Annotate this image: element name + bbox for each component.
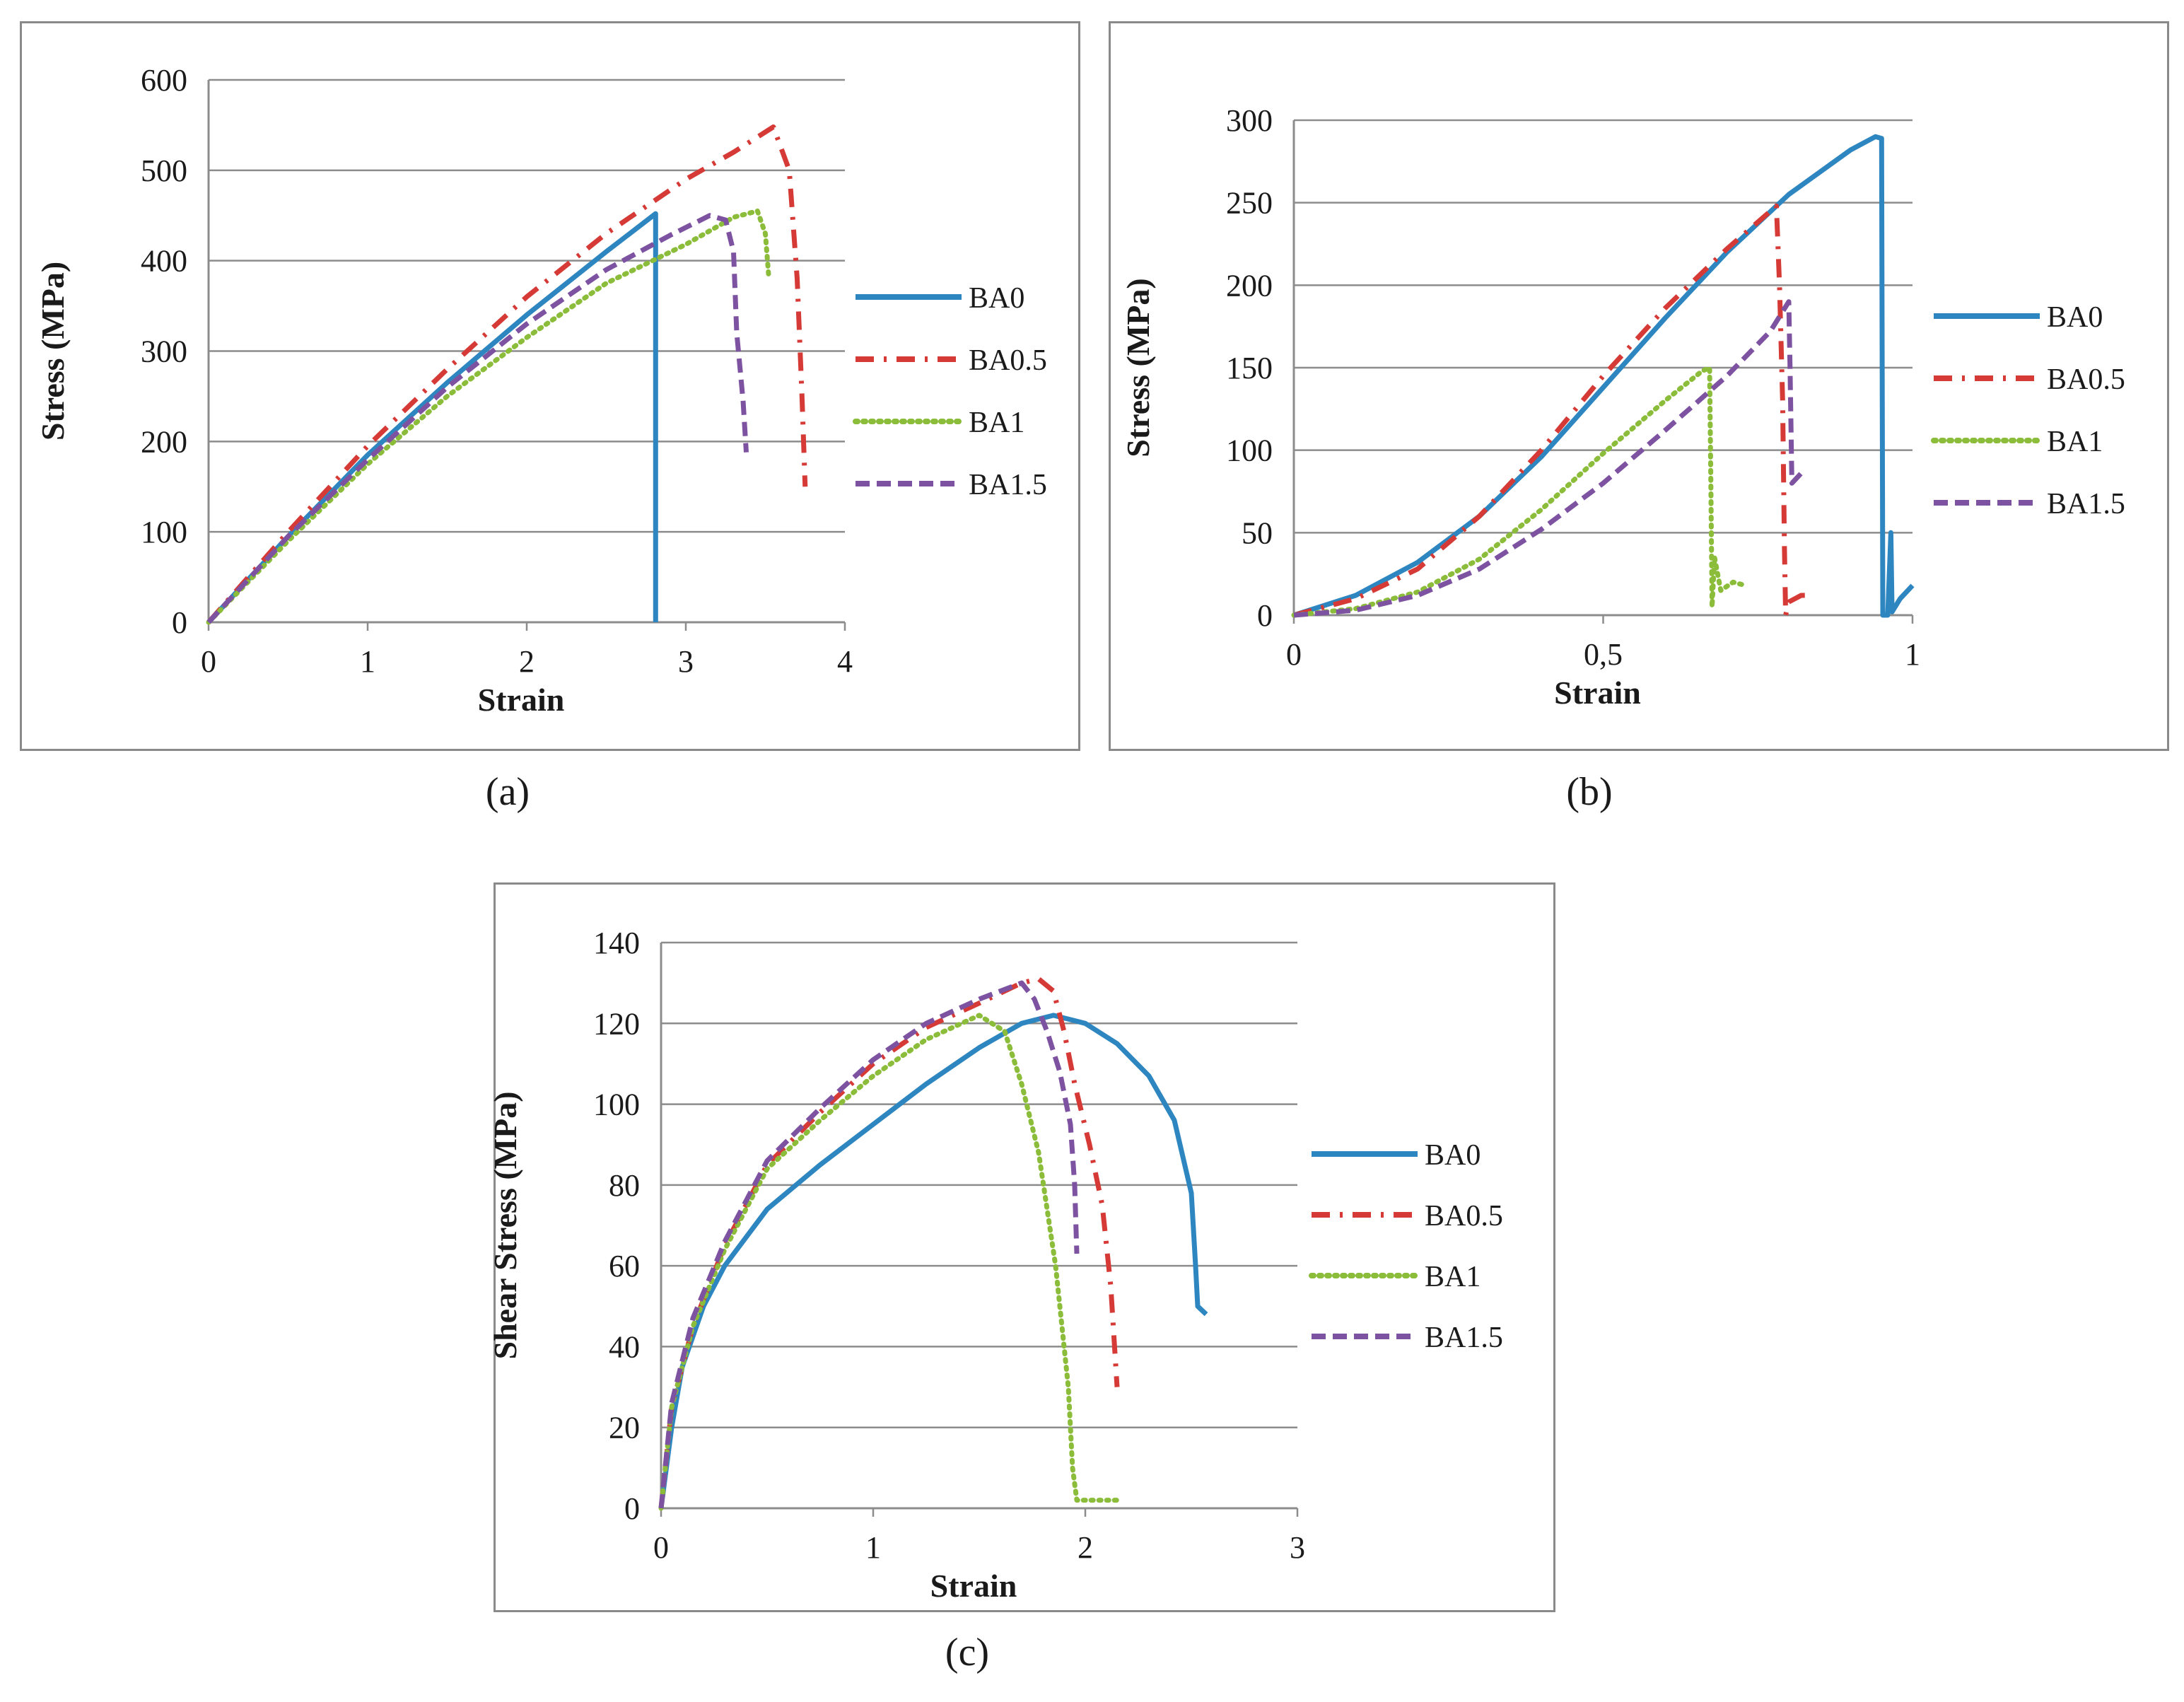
chart-c-xtick-label-3: 3 <box>1290 1530 1305 1565</box>
chart-b-legend-label-ba0-5: BA0.5 <box>2047 363 2125 396</box>
chart-b-frame <box>1109 21 2169 751</box>
chart-b-xtick-label-0: 0 <box>1286 637 1302 672</box>
chart-b-ytick-label-1: 50 <box>1242 515 1273 550</box>
chart-c-x-axis-title: Strain <box>930 1568 1017 1604</box>
chart-b-legend-label-ba0: BA0 <box>2047 301 2103 334</box>
chart-a-ytick-label-1: 100 <box>141 515 187 549</box>
chart-b-caption: (b) <box>1566 770 1613 814</box>
chart-c-ytick-label-0: 0 <box>624 1491 640 1526</box>
chart-c-series-ba0-line <box>658 1013 1208 1509</box>
chart-b-xtick-label-1: 0,5 <box>1584 637 1623 672</box>
chart-a-legend-label-ba0: BA0 <box>969 282 1024 315</box>
chart-b-x-axis-title: Strain <box>1554 675 1641 711</box>
chart-c-ytick-label-5: 100 <box>593 1088 640 1122</box>
chart-b-y-axis-title: Stress (MPa) <box>1120 278 1156 457</box>
chart-b-xtick-label-2: 1 <box>1905 637 1920 672</box>
chart-a-ytick-label-4: 400 <box>141 244 187 279</box>
chart-b-ytick-label-2: 100 <box>1226 433 1273 468</box>
chart-b-ytick-label-6: 300 <box>1226 103 1273 138</box>
chart-c-frame <box>494 882 1555 1612</box>
chart-b-series-ba0-5-line <box>1293 203 1814 618</box>
chart-a-xtick-label-0: 0 <box>201 644 216 679</box>
chart-a-legend-label-ba1-5: BA1.5 <box>969 469 1047 501</box>
chart-c-ytick-label-7: 140 <box>593 926 640 960</box>
chart-a-caption: (a) <box>485 770 530 814</box>
chart-c-ytick-label-3: 60 <box>609 1249 640 1283</box>
chart-a-legend-label-ba0-5: BA0.5 <box>969 344 1047 377</box>
chart-a-series-ba1-5-line <box>206 213 749 624</box>
chart-c-legend-label-ba0-5: BA0.5 <box>1425 1200 1503 1232</box>
chart-c-series-ba1-line <box>658 1013 1120 1511</box>
chart-a-xtick-label-2: 2 <box>519 644 535 679</box>
chart-a-ytick-label-3: 300 <box>141 334 187 369</box>
chart-b-series-ba1-5-line <box>1293 299 1804 618</box>
chart-c-legend-label-ba1-5: BA1.5 <box>1425 1322 1503 1354</box>
chart-c-xtick-label-0: 0 <box>653 1530 669 1565</box>
chart-c-caption: (c) <box>945 1631 990 1674</box>
chart-b-ytick-label-4: 200 <box>1226 268 1273 303</box>
chart-a-y-axis-title: Stress (MPa) <box>35 262 71 441</box>
chart-a-ytick-label-2: 200 <box>141 424 187 459</box>
chart-b-series-ba0-line <box>1292 134 1915 618</box>
chart-a-xtick-label-4: 4 <box>837 644 853 679</box>
chart-a-series-ba1-line <box>206 208 771 625</box>
chart-a-ytick-label-6: 600 <box>141 63 187 98</box>
chart-a-ytick-label-5: 500 <box>141 153 187 188</box>
chart-c-y-axis-title: Shear Stress (MPa) <box>487 1091 523 1359</box>
chart-c-ytick-label-4: 80 <box>609 1168 640 1203</box>
chart-a-legend-label-ba1: BA1 <box>969 407 1024 439</box>
chart-a-xtick-label-3: 3 <box>678 644 694 679</box>
chart-a-xtick-label-1: 1 <box>360 644 375 679</box>
chart-a-x-axis-title: Strain <box>478 682 565 718</box>
chart-c-ytick-label-2: 40 <box>609 1329 640 1364</box>
chart-c-legend-label-ba0: BA0 <box>1425 1139 1481 1172</box>
chart-c-ytick-label-1: 20 <box>609 1411 640 1445</box>
chart-a-frame <box>20 21 1080 751</box>
chart-b-series-ba1-line <box>1291 365 1748 618</box>
chart-b-ytick-label-3: 150 <box>1226 351 1273 385</box>
chart-b-legend-label-ba1-5: BA1.5 <box>2047 488 2125 520</box>
chart-c-legend-label-ba1: BA1 <box>1425 1261 1481 1293</box>
chart-c-series-ba1-5-line <box>658 980 1080 1509</box>
chart-b-ytick-label-0: 0 <box>1257 598 1273 633</box>
chart-b-ytick-label-5: 250 <box>1226 186 1273 221</box>
chart-c-ytick-label-6: 120 <box>593 1006 640 1041</box>
chart-a-ytick-label-0: 0 <box>172 605 187 640</box>
chart-b-legend-label-ba1: BA1 <box>2047 426 2103 458</box>
chart-c-xtick-label-1: 1 <box>865 1530 881 1565</box>
chart-c-xtick-label-2: 2 <box>1078 1530 1093 1565</box>
chart-a-series-ba0-5-line <box>206 124 808 624</box>
